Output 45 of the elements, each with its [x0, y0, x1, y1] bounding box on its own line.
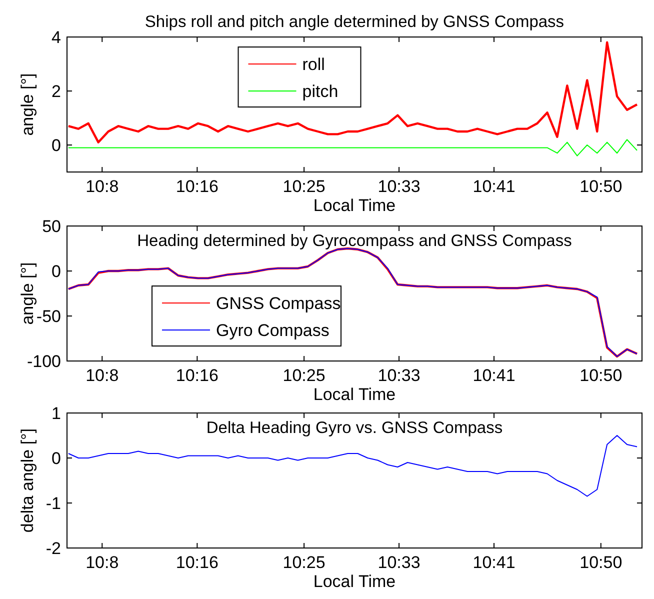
x-tick-label: 10:41: [472, 366, 516, 385]
x-tick-label: 10:33: [378, 553, 420, 572]
chart-title: Ships roll and pitch angle determined by GNSS Compass: [144, 13, 564, 31]
x-tick-label: 10:8: [86, 366, 119, 385]
y-axis-title: angle [°]: [18, 262, 37, 325]
y-tick-label: -50: [36, 307, 61, 326]
y-tick-label: -100: [26, 352, 61, 371]
legend-label: roll: [302, 55, 325, 74]
line-series: [68, 435, 638, 497]
x-tick-label: 10:25: [282, 553, 326, 572]
y-axis-title: angle [°]: [18, 73, 37, 136]
x-axis-title: Local Time: [313, 385, 396, 404]
x-tick-label: 10:16: [176, 553, 218, 572]
chart-title: Delta Heading Gyro vs. GNSS Compass: [206, 419, 503, 437]
chart-title: Heading determined by Gyrocompass and GNSS Compass: [137, 232, 572, 250]
x-tick-label: 10:8: [86, 177, 119, 196]
legend-label: pitch: [302, 82, 338, 101]
y-tick-label: -1: [46, 494, 61, 513]
y-tick-label: 4: [52, 28, 61, 47]
legend-label: Gyro Compass: [216, 321, 330, 340]
x-tick-label: 10:8: [86, 553, 119, 572]
y-tick-label: 0: [52, 449, 61, 468]
y-tick-label: 0: [52, 136, 61, 155]
x-tick-label: 10:50: [580, 366, 622, 385]
y-axis-title: delta angle [°]: [18, 428, 37, 533]
x-tick-label: 10:25: [282, 177, 326, 196]
x-axis-title: Local Time: [313, 196, 396, 215]
line-series: [68, 139, 638, 156]
x-tick-label: 10:33: [378, 366, 420, 385]
y-tick-label: 50: [42, 217, 61, 236]
x-tick-label: 10:33: [378, 177, 420, 196]
legend-label: GNSS Compass: [216, 294, 341, 313]
x-tick-label: 10:16: [176, 177, 218, 196]
x-tick-label: 10:16: [176, 366, 218, 385]
x-tick-label: 10:50: [580, 553, 622, 572]
x-tick-label: 10:41: [472, 177, 516, 196]
y-tick-label: -2: [46, 539, 61, 558]
x-axis-title: Local Time: [313, 572, 396, 591]
line-series: [67, 41, 638, 144]
y-tick-label: 0: [52, 262, 61, 281]
y-tick-label: 1: [52, 404, 61, 423]
x-tick-label: 10:41: [472, 553, 516, 572]
y-tick-label: 2: [52, 82, 61, 101]
x-tick-label: 10:25: [282, 366, 326, 385]
x-tick-label: 10:50: [580, 177, 622, 196]
